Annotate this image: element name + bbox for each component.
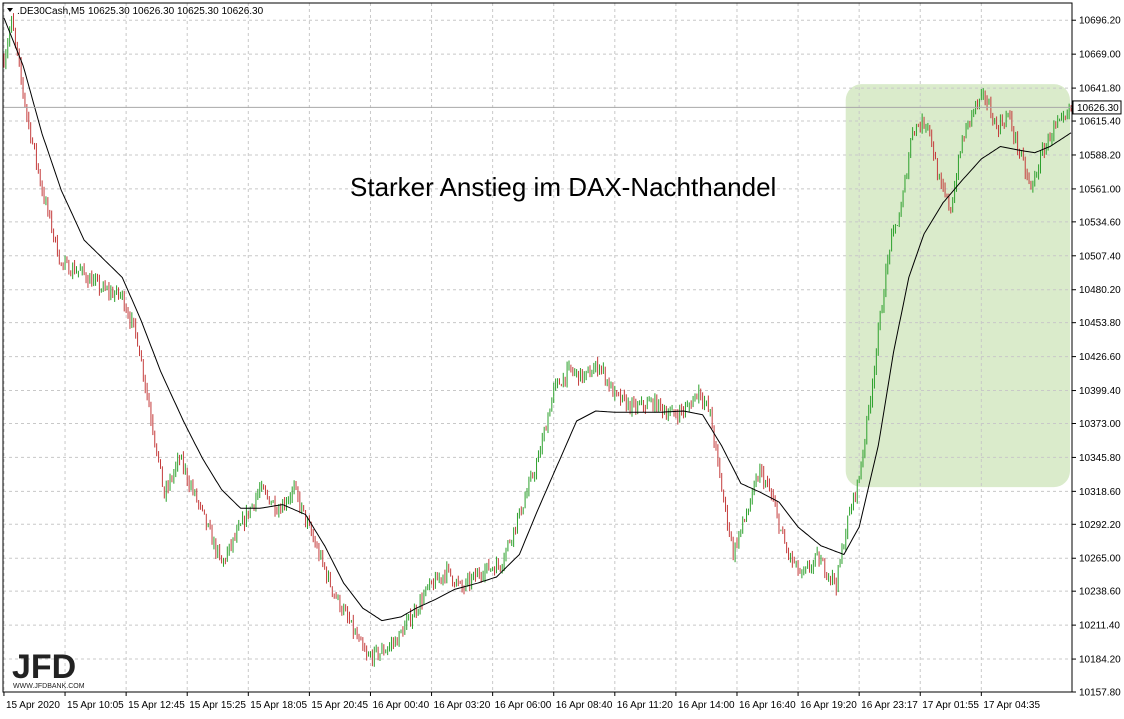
- chart-annotation: Starker Anstieg im DAX-Nachthandel: [350, 172, 776, 202]
- ohlc-values: 10625.30 10626.30 10625.30 10626.30: [88, 6, 264, 17]
- collapse-triangle-icon[interactable]: [7, 8, 13, 12]
- x-tick-label: 16 Apr 19:20: [800, 700, 857, 711]
- current-price-box: 10626.30: [1072, 100, 1122, 115]
- x-tick-label: 17 Apr 01:55: [922, 700, 979, 711]
- current-price-label: 10626.30: [1077, 103, 1119, 114]
- jfd-logo: JFD WWW.JFDBANK.COM: [12, 648, 85, 690]
- y-tick-label: 10669.00: [1079, 50, 1121, 61]
- x-tick-label: 17 Apr 04:35: [983, 700, 1040, 711]
- y-tick-label: 10399.40: [1079, 386, 1121, 397]
- y-tick-label: 10588.20: [1079, 150, 1121, 161]
- x-tick-label: 16 Apr 23:17: [861, 700, 918, 711]
- chart-header: .DE30Cash,M5 10625.30 10626.30 10625.30 …: [7, 6, 264, 17]
- y-tick-label: 10534.60: [1079, 217, 1121, 228]
- highlight-box: [845, 84, 1070, 488]
- x-tick-label: 15 Apr 2020: [6, 700, 60, 711]
- y-tick-label: 10453.80: [1079, 318, 1121, 329]
- y-tick-label: 10292.20: [1079, 520, 1121, 531]
- symbol-label: .DE30Cash,M5: [17, 6, 85, 17]
- plot-frame: [2, 2, 1073, 693]
- y-tick-label: 10641.80: [1079, 84, 1121, 95]
- x-tick-label: 15 Apr 20:45: [311, 700, 368, 711]
- y-tick-label: 10507.40: [1079, 251, 1121, 262]
- x-tick-label: 16 Apr 16:40: [739, 700, 796, 711]
- x-tick-label: 15 Apr 18:05: [250, 700, 307, 711]
- x-tick-label: 15 Apr 15:25: [189, 700, 246, 711]
- y-tick-label: 10318.60: [1079, 487, 1121, 498]
- x-tick-label: 16 Apr 14:00: [678, 700, 735, 711]
- x-tick-label: 16 Apr 03:20: [434, 700, 491, 711]
- y-tick-label: 10265.00: [1079, 554, 1121, 565]
- x-tick-label: 16 Apr 06:00: [495, 700, 552, 711]
- x-tick-label: 16 Apr 11:20: [617, 700, 673, 711]
- y-tick-label: 10480.20: [1079, 285, 1121, 296]
- y-tick-label: 10426.60: [1079, 352, 1121, 363]
- x-tick-label: 15 Apr 12:45: [128, 700, 185, 711]
- candle-layer: [3, 13, 1072, 667]
- y-tick-label: 10238.60: [1079, 587, 1121, 598]
- current-price-box-frame: [1072, 100, 1122, 115]
- y-tick-label: 10157.80: [1079, 688, 1121, 699]
- y-tick-label: 10184.20: [1079, 655, 1121, 666]
- y-tick-label: 10211.40: [1079, 621, 1120, 632]
- y-axis: 10696.20 10669.00 10641.80 10615.40 10588.20…: [1072, 16, 1121, 699]
- moving-average-layer: [3, 17, 1072, 622]
- moving-average-line: [3, 17, 1072, 622]
- logo-text: JFD: [12, 648, 76, 686]
- x-tick-label: 15 Apr 10:05: [67, 700, 124, 711]
- grid-layer: [3, 3, 1072, 693]
- y-tick-label: 10561.00: [1079, 184, 1121, 195]
- x-tick-label: 16 Apr 08:40: [556, 700, 613, 711]
- highlight-layer: [845, 84, 1070, 488]
- x-tick-label: 16 Apr 00:40: [372, 700, 429, 711]
- logo-url: WWW.JFDBANK.COM: [13, 683, 85, 690]
- x-axis: 15 Apr 2020 15 Apr 10:05 15 Apr 12:45 15 Ap…: [3, 692, 1040, 711]
- y-tick-label: 10345.80: [1079, 453, 1121, 464]
- y-tick-label: 10373.00: [1079, 419, 1121, 430]
- y-tick-label: 10615.40: [1079, 117, 1121, 128]
- y-tick-label: 10696.20: [1079, 16, 1121, 27]
